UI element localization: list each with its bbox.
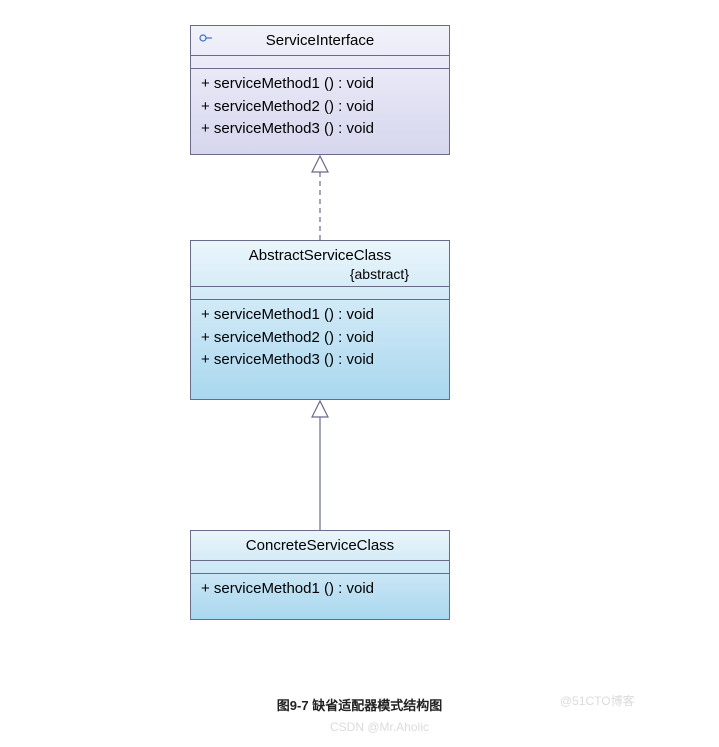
watermark-right: @51CTO博客 [560,692,635,709]
watermark-text: CSDN @Mr.Aholic [330,720,429,734]
caption-text: 图9-7 缺省适配器模式结构图 [277,698,442,713]
class-name: ConcreteServiceClass [246,537,394,554]
watermark-text: @51CTO博客 [560,694,635,708]
class-attrs-section [191,561,449,574]
class-concrete-service: ConcreteServiceClass + serviceMethod1 ()… [190,530,450,620]
class-methods-section: + serviceMethod1 () : void [191,574,449,607]
watermark-left: CSDN @Mr.Aholic [330,720,429,734]
class-title-section: ConcreteServiceClass [191,531,449,561]
generalization-connector [0,0,719,747]
method-item: + serviceMethod1 () : void [201,578,439,601]
